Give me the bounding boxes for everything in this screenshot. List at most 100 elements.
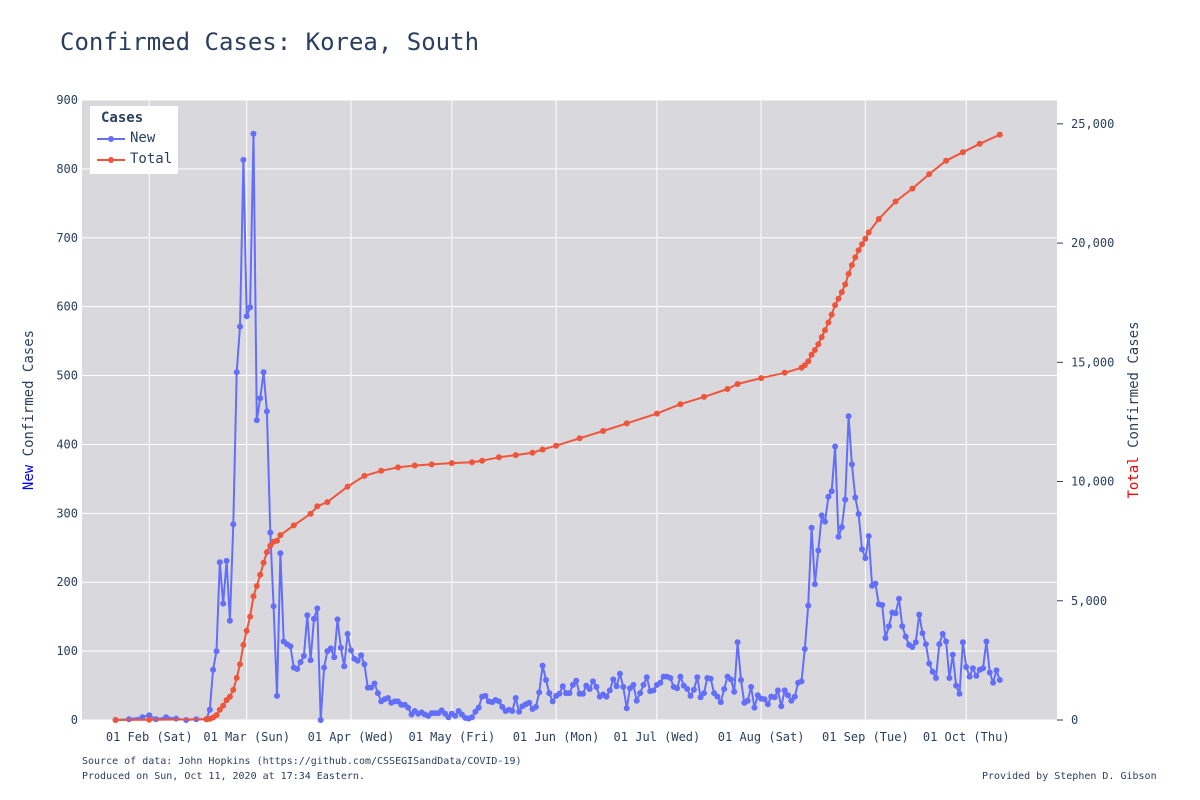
data-point-new	[882, 635, 889, 641]
data-point-new	[872, 580, 879, 587]
data-point-total	[250, 593, 257, 600]
data-point-total	[314, 503, 321, 510]
data-point-new	[916, 611, 923, 618]
data-point-new	[859, 546, 865, 553]
data-point-total	[428, 461, 435, 468]
data-point-new	[354, 657, 361, 664]
data-point-new	[980, 665, 986, 672]
data-point-new	[842, 496, 849, 503]
x-tick-label: 01 Oct (Thu)	[923, 730, 1010, 744]
y-right-tick-label: 25,000	[1071, 117, 1114, 131]
y-left-tick-label: 900	[56, 93, 78, 107]
y-axis-right-label: Total Confirmed Cases	[1126, 321, 1142, 498]
data-point-new	[630, 681, 637, 688]
y-left-tick-label: 200	[56, 575, 78, 589]
data-point-new	[862, 555, 869, 562]
legend-item-total[interactable]: Total	[95, 151, 177, 169]
data-point-new	[243, 313, 250, 320]
plot-area	[82, 100, 1057, 720]
data-point-new	[257, 395, 264, 402]
y-left-label-rest: Confirmed Cases	[21, 329, 37, 465]
data-point-new	[233, 369, 240, 376]
data-point-total	[818, 334, 825, 341]
data-point-new	[855, 511, 862, 517]
data-point-new	[216, 559, 223, 566]
data-point-total	[600, 428, 607, 434]
data-point-new	[368, 684, 375, 691]
data-point-new	[852, 494, 859, 501]
data-point-new	[865, 533, 872, 540]
data-point-new	[744, 697, 751, 704]
data-point-new	[623, 705, 630, 712]
data-point-new	[811, 581, 818, 588]
data-point-new	[297, 659, 304, 666]
data-point-new	[469, 714, 475, 721]
data-point-new	[963, 664, 970, 670]
y-right-tick-label: 20,000	[1071, 236, 1114, 250]
data-point-new	[926, 660, 933, 667]
y-left-tick-label: 800	[56, 162, 78, 176]
data-point-new	[785, 692, 791, 699]
data-point-new	[684, 686, 691, 692]
data-point-new	[509, 708, 516, 714]
data-point-new	[341, 663, 348, 670]
data-point-new	[610, 676, 617, 683]
data-point-new	[919, 630, 926, 637]
data-point-new	[946, 675, 953, 681]
data-point-total	[855, 247, 862, 254]
y-left-tick-label: 0	[71, 713, 78, 727]
data-point-new	[637, 690, 644, 697]
data-point-new	[969, 665, 976, 672]
data-point-new	[717, 699, 724, 706]
data-point-new	[620, 683, 627, 690]
data-point-total	[653, 410, 660, 417]
data-point-total	[344, 483, 351, 490]
data-point-new	[569, 681, 576, 688]
data-point-new	[818, 512, 825, 519]
data-point-new	[253, 417, 260, 424]
data-point-new	[690, 686, 697, 693]
legend[interactable]: Cases New Total	[90, 106, 178, 174]
legend-item-new[interactable]: New	[95, 130, 177, 148]
x-tick-label: 01 Jun (Mon)	[513, 730, 600, 744]
data-point-new	[838, 524, 845, 531]
data-point-new	[933, 675, 939, 681]
data-point-total	[875, 216, 882, 222]
data-point-total	[832, 302, 839, 309]
data-point-new	[996, 677, 1003, 683]
data-point-total	[243, 627, 250, 634]
data-point-total	[996, 131, 1003, 138]
data-point-new	[590, 678, 596, 685]
data-point-new	[902, 633, 909, 640]
data-point-new	[912, 639, 919, 646]
data-point-new	[334, 616, 341, 623]
data-point-total	[378, 467, 385, 474]
data-point-total	[216, 706, 223, 713]
data-point-total	[825, 319, 832, 326]
data-point-total	[307, 510, 314, 517]
data-point-total	[623, 420, 630, 427]
data-point-total	[529, 449, 536, 456]
data-point-new	[832, 443, 839, 450]
data-point-new	[791, 693, 798, 700]
data-point-total	[842, 281, 849, 288]
data-point-total	[734, 381, 741, 387]
data-point-total	[845, 270, 852, 277]
data-point-total	[277, 532, 284, 539]
data-point-new	[801, 646, 808, 652]
x-tick-label: 01 Sep (Tue)	[822, 730, 909, 744]
data-point-new	[210, 666, 217, 673]
data-point-new	[361, 661, 368, 668]
data-point-new	[781, 687, 788, 694]
data-point-new	[734, 639, 741, 646]
x-tick-label: 01 Mar (Sun)	[203, 730, 290, 744]
data-point-total	[909, 185, 916, 192]
data-point-new	[798, 678, 805, 685]
data-point-new	[738, 677, 744, 683]
data-point-total	[220, 702, 227, 709]
data-point-new	[771, 694, 778, 701]
data-point-new	[879, 602, 886, 608]
data-point-new	[657, 679, 664, 686]
y-left-label-prefix: New	[21, 464, 37, 491]
data-point-new	[953, 682, 960, 689]
